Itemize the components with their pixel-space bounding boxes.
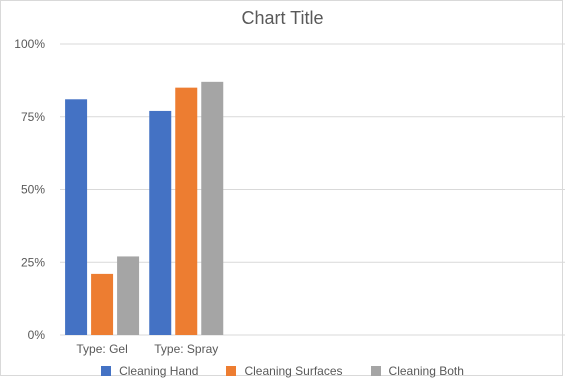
chart-title: Chart Title [241,8,324,28]
y-tick-label: 0% [28,328,46,342]
x-tick-label: Type: Gel [76,342,127,356]
legend-swatch [101,366,112,376]
legend-swatch [370,366,381,376]
y-tick-label: 75% [21,110,45,124]
legend-label: Cleaning Hand [119,364,199,378]
x-tick-label: Type: Spray [154,342,218,356]
y-tick-label: 50% [21,183,45,197]
legend-label: Cleaning Surfaces [244,364,343,378]
bar [117,256,140,335]
bar [91,273,114,335]
y-tick-label: 100% [14,37,45,51]
bar [201,81,224,335]
y-tick-label: 25% [21,255,45,269]
legend-item: Cleaning Both [370,364,464,378]
chart-legend: Cleaning Hand Cleaning Surfaces Cleaning B… [0,364,565,378]
bar [175,87,198,336]
legend-swatch [226,366,237,376]
legend-item: Cleaning Hand [101,364,198,378]
legend-label: Cleaning Both [388,364,464,378]
legend-item: Cleaning Surfaces [226,364,343,378]
bar [65,99,88,335]
bar [149,110,172,336]
